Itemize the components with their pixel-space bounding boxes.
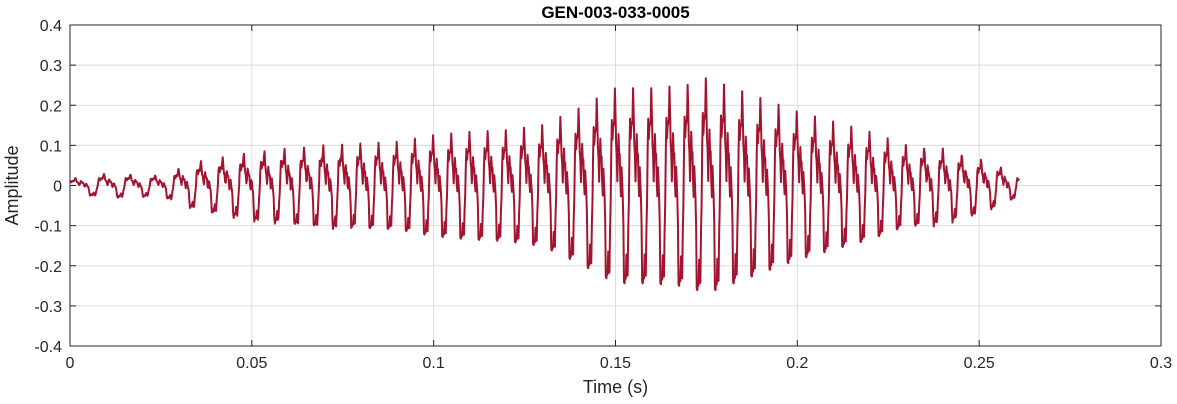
y-tick-label: -0.4 [34, 339, 62, 356]
ticks: 0 0.05 0.1 0.15 0.2 0.25 0.3 0.4 0.3 0.2 0.1 0 -0.1 -… [34, 18, 1172, 372]
waveform-series-line [69, 77, 1021, 292]
y-tick-label: -0.2 [34, 259, 62, 276]
y-axis-label: Amplitude [2, 145, 22, 225]
x-tick-label: 0.25 [964, 355, 995, 372]
chart-title: GEN-003-033-0005 [541, 3, 689, 22]
y-tick-label: -0.1 [34, 219, 62, 236]
x-tick-label: 0.2 [786, 355, 808, 372]
y-tick-label: 0 [53, 179, 62, 196]
x-tick-label: 0.3 [1150, 355, 1172, 372]
y-tick-label: 0.1 [40, 138, 62, 155]
series-layer [69, 77, 1021, 292]
x-tick-label: 0.15 [600, 355, 631, 372]
y-tick-label: 0.3 [40, 58, 62, 75]
x-tick-label: 0.05 [236, 355, 267, 372]
x-tick-label: 0 [66, 355, 75, 372]
x-tick-label: 0.1 [423, 355, 445, 372]
y-tick-label: 0.2 [40, 98, 62, 115]
y-tick-label: 0.4 [40, 18, 62, 35]
x-axis-label: Time (s) [583, 377, 648, 397]
y-tick-label: -0.3 [34, 299, 62, 316]
